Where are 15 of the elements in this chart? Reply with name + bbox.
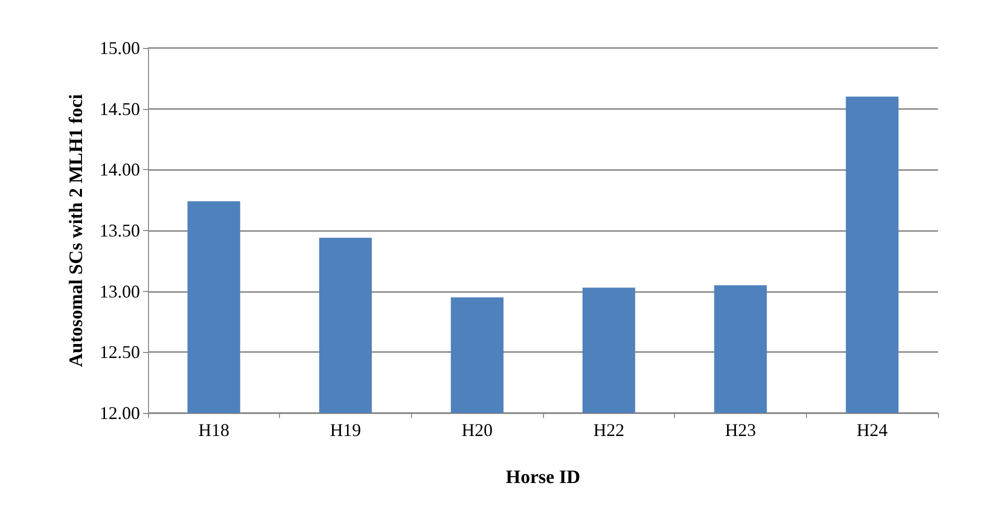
- x-axis-title: Horse ID: [506, 467, 580, 488]
- x-tick-label: H24: [856, 420, 888, 440]
- y-tick-label: 13.50: [100, 220, 140, 240]
- y-tick-label: 14.50: [100, 98, 140, 119]
- y-tick-label: 12.50: [100, 342, 140, 362]
- x-tick-label: H23: [725, 420, 756, 440]
- x-tick-label: H22: [593, 420, 624, 440]
- x-tick-label: H18: [198, 420, 230, 440]
- y-tick-label: 14.00: [100, 160, 140, 180]
- x-tick-label: H19: [330, 420, 361, 440]
- y-tick-label: 13.00: [100, 281, 140, 302]
- y-tick-label: 15.00: [100, 38, 140, 58]
- y-axis-title: Autosomal SCs with 2 MLH1 foci: [66, 94, 87, 367]
- y-tick-label: 12.00: [100, 403, 140, 423]
- x-tick-label: H20: [462, 420, 493, 440]
